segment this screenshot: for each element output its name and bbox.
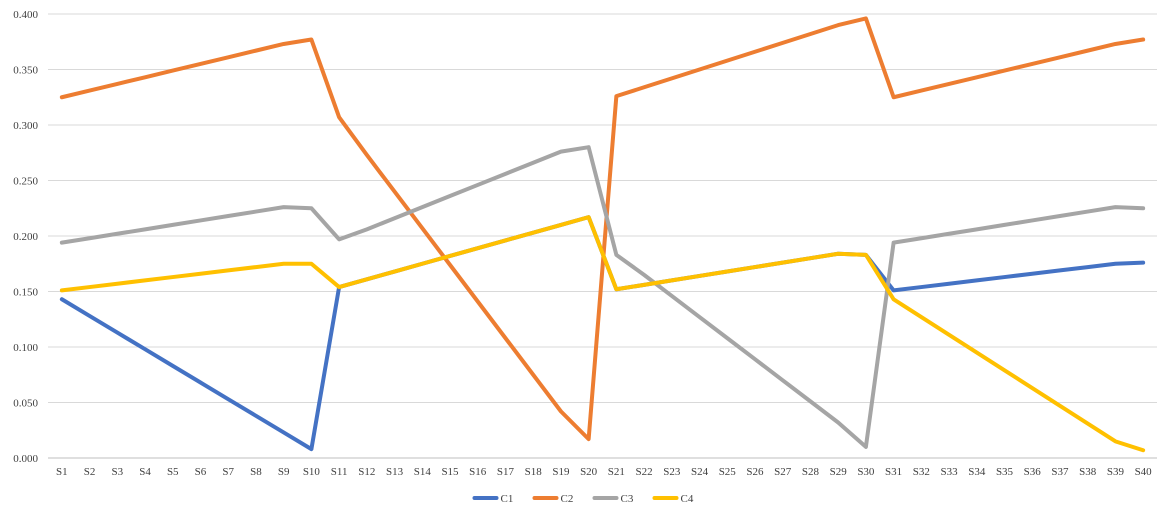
x-tick-label: S10 bbox=[303, 466, 321, 478]
x-tick-label: S19 bbox=[552, 466, 570, 478]
x-tick-label: S9 bbox=[278, 466, 290, 478]
legend-item-c2: C2 bbox=[532, 493, 574, 505]
legend-item-c3: C3 bbox=[592, 493, 634, 505]
x-tick-label: S37 bbox=[1051, 466, 1069, 478]
y-tick-label: 0.100 bbox=[13, 342, 38, 354]
x-tick-label: S38 bbox=[1079, 466, 1097, 478]
x-tick-label: S8 bbox=[250, 466, 262, 478]
x-tick-label: S15 bbox=[441, 466, 459, 478]
x-tick-label: S20 bbox=[580, 466, 598, 478]
x-tick-label: S23 bbox=[663, 466, 681, 478]
x-tick-label: S3 bbox=[112, 466, 124, 478]
x-tick-label: S7 bbox=[222, 466, 234, 478]
x-tick-label: S24 bbox=[691, 466, 709, 478]
x-tick-label: S34 bbox=[968, 466, 986, 478]
y-tick-label: 0.250 bbox=[13, 176, 38, 188]
x-tick-label: S12 bbox=[358, 466, 375, 478]
legend-label: C2 bbox=[561, 493, 574, 505]
x-tick-label: S11 bbox=[331, 466, 348, 478]
x-tick-label: S36 bbox=[1024, 466, 1042, 478]
x-tick-label: S32 bbox=[913, 466, 930, 478]
x-tick-label: S39 bbox=[1107, 466, 1125, 478]
x-tick-label: S5 bbox=[167, 466, 179, 478]
x-tick-label: S17 bbox=[497, 466, 515, 478]
series-line-c2 bbox=[59, 16, 1146, 442]
y-tick-label: 0.200 bbox=[13, 231, 38, 243]
series-line-c4 bbox=[59, 215, 1146, 453]
y-axis-ticks: 0.000 0.050 0.100 0.150 0.200 0.250 0.300 0.350… bbox=[13, 9, 38, 465]
y-tick-label: 0.050 bbox=[13, 398, 38, 410]
legend-item-c4: C4 bbox=[652, 493, 694, 505]
x-tick-label: S16 bbox=[469, 466, 487, 478]
x-axis-ticks: S1 S2 S3 S4 S5 S6 S7 S8 S9 S10 S11 S12 S13 S14 S15 S16 S… bbox=[56, 466, 1152, 478]
legend-item-c1: C1 bbox=[472, 493, 514, 505]
x-tick-label: S29 bbox=[830, 466, 848, 478]
x-tick-label: S14 bbox=[414, 466, 432, 478]
x-tick-label: S2 bbox=[84, 466, 96, 478]
x-tick-label: S33 bbox=[941, 466, 959, 478]
x-tick-label: S21 bbox=[608, 466, 625, 478]
legend: C1 C2 C3 C4 bbox=[472, 493, 694, 505]
x-tick-label: S31 bbox=[885, 466, 902, 478]
x-tick-label: S1 bbox=[56, 466, 68, 478]
y-tick-label: 0.350 bbox=[13, 65, 38, 77]
series-line-c3 bbox=[59, 145, 1146, 449]
x-tick-label: S18 bbox=[525, 466, 543, 478]
x-tick-label: S13 bbox=[386, 466, 404, 478]
x-tick-label: S28 bbox=[802, 466, 820, 478]
x-tick-label: S22 bbox=[636, 466, 653, 478]
x-tick-label: S6 bbox=[195, 466, 207, 478]
legend-label: C3 bbox=[621, 493, 634, 505]
y-tick-label: 0.000 bbox=[13, 453, 38, 465]
x-tick-label: S26 bbox=[746, 466, 764, 478]
x-tick-label: S35 bbox=[996, 466, 1014, 478]
x-tick-label: S40 bbox=[1135, 466, 1153, 478]
legend-label: C4 bbox=[681, 493, 694, 505]
x-tick-label: S30 bbox=[857, 466, 875, 478]
legend-label: C1 bbox=[501, 493, 514, 505]
y-tick-label: 0.150 bbox=[13, 287, 38, 299]
series-lines bbox=[59, 16, 1146, 453]
y-tick-label: 0.300 bbox=[13, 120, 38, 132]
x-tick-label: S25 bbox=[719, 466, 737, 478]
y-tick-label: 0.400 bbox=[13, 9, 38, 21]
x-tick-label: S27 bbox=[774, 466, 792, 478]
x-tick-label: S4 bbox=[139, 466, 151, 478]
